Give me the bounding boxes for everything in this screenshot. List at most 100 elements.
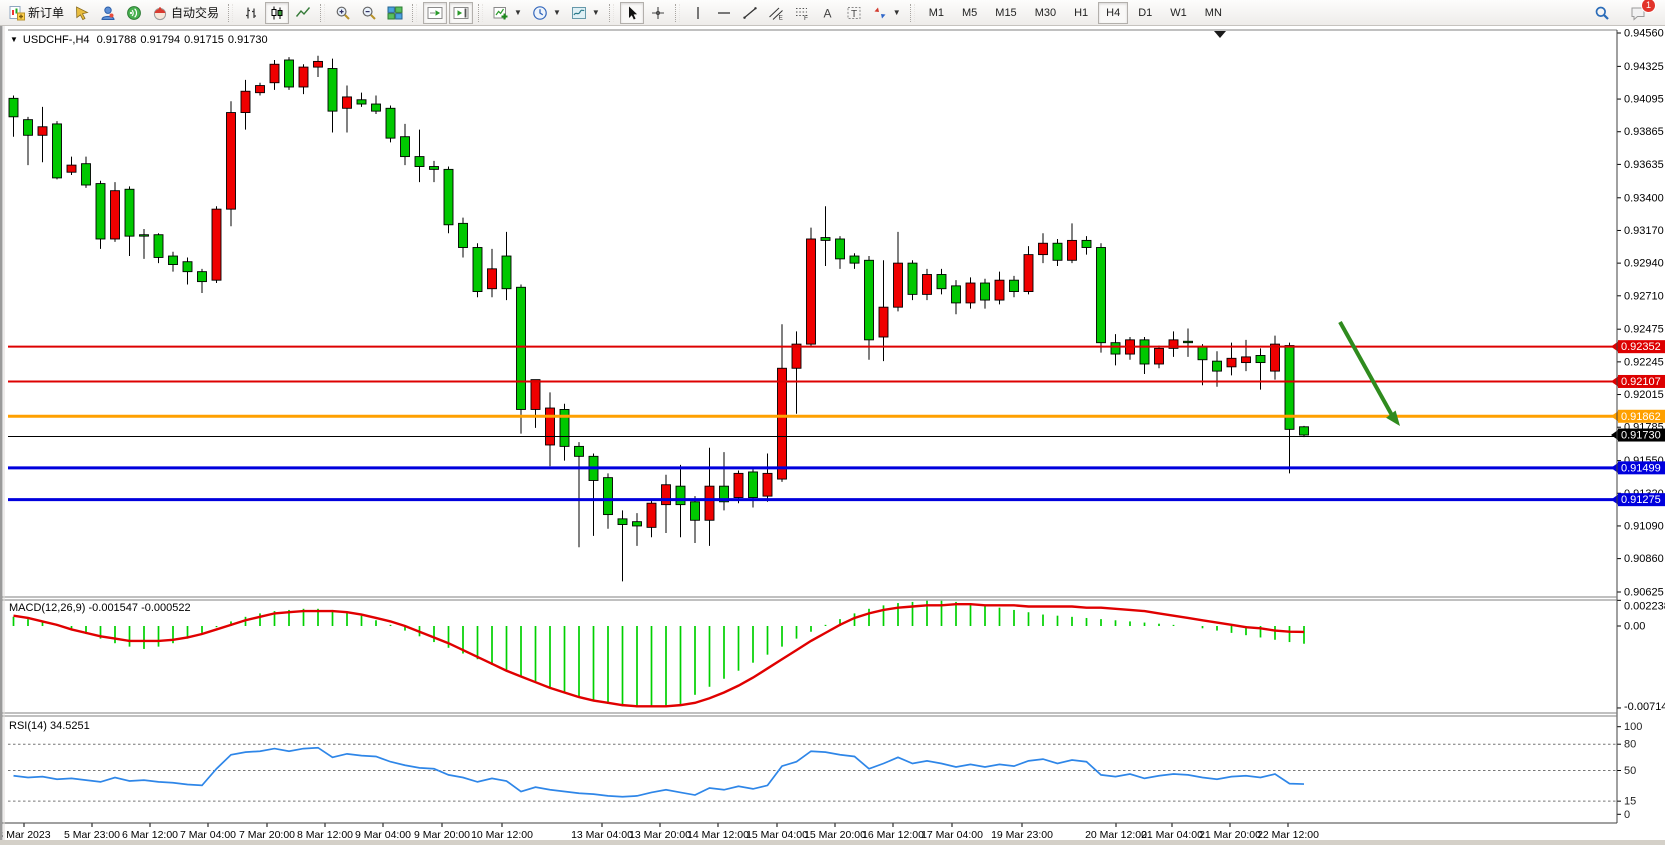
bars-icon bbox=[243, 5, 259, 21]
candlestick-chart-button[interactable] bbox=[265, 1, 290, 24]
zoom-in-icon bbox=[335, 5, 351, 21]
chart-window[interactable]: 0.94560 0.94325 0.94095 0.93865 0.93635 0.934… bbox=[0, 26, 1665, 845]
tf-h4-label: H4 bbox=[1106, 6, 1121, 19]
candle bbox=[1183, 340, 1193, 344]
svg-text:0.94325: 0.94325 bbox=[1624, 61, 1664, 73]
svg-text:0.94095: 0.94095 bbox=[1624, 94, 1664, 106]
tf-mn-button[interactable]: MN bbox=[1197, 2, 1230, 24]
svg-text:0.91090: 0.91090 bbox=[1624, 520, 1664, 532]
toolbar-grip bbox=[228, 3, 234, 22]
time-axis: 3 Mar 2023 5 Mar 23:00 6 Mar 12:00 7 Mar 04… bbox=[0, 823, 1319, 841]
price-line-label bbox=[1618, 340, 1665, 354]
chart-shift-marker[interactable] bbox=[1214, 31, 1226, 38]
one-click-trading-toggle-icon[interactable]: ▼ bbox=[10, 35, 18, 44]
client-profile-button[interactable] bbox=[96, 2, 120, 24]
market-broadcast-button[interactable] bbox=[122, 2, 146, 24]
candle bbox=[994, 279, 1005, 301]
svg-text:22 Mar 12:00: 22 Mar 12:00 bbox=[1257, 829, 1319, 841]
price-line-label bbox=[1618, 428, 1665, 442]
zoom-out-button[interactable] bbox=[357, 2, 381, 24]
candle bbox=[197, 271, 207, 283]
crosshair-button[interactable] bbox=[646, 2, 670, 24]
chevron-down-icon[interactable]: ▼ bbox=[514, 8, 522, 17]
equidistant-channel-button[interactable]: E bbox=[764, 2, 788, 24]
svg-text:15 Mar 20:00: 15 Mar 20:00 bbox=[804, 829, 866, 841]
candle bbox=[791, 343, 802, 369]
candle bbox=[1284, 345, 1295, 430]
vertical-line-button[interactable] bbox=[686, 2, 710, 24]
svg-text:21 Mar 20:00: 21 Mar 20:00 bbox=[1199, 829, 1261, 841]
down-arrow-annotation[interactable] bbox=[1338, 321, 1395, 418]
tf-m30-button[interactable]: M30 bbox=[1027, 2, 1064, 24]
indicators-button[interactable]: ▼ bbox=[489, 2, 526, 24]
search-button[interactable] bbox=[1590, 2, 1614, 24]
svg-text:9 Mar 04:00: 9 Mar 04:00 bbox=[355, 829, 411, 841]
chevron-down-icon[interactable]: ▼ bbox=[552, 8, 561, 17]
periods-button[interactable]: ▼ bbox=[528, 2, 565, 24]
candle bbox=[936, 274, 947, 290]
candle bbox=[1081, 239, 1092, 248]
candle bbox=[646, 502, 657, 528]
tf-m1-button[interactable]: M1 bbox=[921, 2, 952, 24]
metaquotes-button[interactable] bbox=[70, 2, 94, 24]
chart-title: ▼ USDCHF-,H4 0.91788 0.91794 0.91715 0.91730 bbox=[10, 34, 272, 46]
candle bbox=[661, 484, 671, 506]
tf-w1-button[interactable]: W1 bbox=[1162, 2, 1195, 24]
text-button[interactable]: A bbox=[816, 2, 840, 24]
tf-h4-button[interactable]: H4 bbox=[1098, 1, 1129, 24]
tf-d1-button[interactable]: D1 bbox=[1130, 2, 1160, 24]
candle bbox=[1168, 339, 1179, 349]
line-chart-button[interactable] bbox=[291, 2, 315, 24]
autotrading-icon bbox=[152, 5, 168, 21]
chart-shift-button[interactable] bbox=[449, 1, 474, 24]
svg-text:0.92940: 0.92940 bbox=[1624, 258, 1664, 270]
fibonacci-button[interactable]: F bbox=[790, 2, 814, 24]
svg-text:7 Mar 20:00: 7 Mar 20:00 bbox=[239, 829, 295, 841]
tf-h1-button[interactable]: H1 bbox=[1066, 2, 1096, 24]
svg-text:10 Mar 12:00: 10 Mar 12:00 bbox=[471, 829, 533, 841]
candle bbox=[1255, 355, 1266, 364]
bar-chart-button[interactable] bbox=[239, 2, 263, 24]
tf-d1-label: D1 bbox=[1138, 6, 1153, 19]
templates-button[interactable]: ▼ bbox=[567, 2, 604, 24]
tf-m5-button[interactable]: M5 bbox=[954, 2, 985, 24]
zoom-out-icon bbox=[361, 5, 377, 21]
trendline-button[interactable] bbox=[738, 2, 762, 24]
tf-m1-label: M1 bbox=[928, 6, 944, 19]
notifications-button[interactable]: 1 bbox=[1626, 0, 1656, 24]
macd-main-value: -0.001547 bbox=[88, 602, 139, 614]
price-chart[interactable]: 0.94560 0.94325 0.94095 0.93865 0.93635 0.934… bbox=[0, 26, 1665, 845]
auto-scroll-button[interactable] bbox=[423, 1, 448, 24]
hline-icon bbox=[716, 5, 732, 21]
candle bbox=[313, 60, 323, 68]
candle bbox=[472, 247, 483, 292]
new-order-button[interactable]: 新订单 bbox=[5, 2, 68, 24]
candle bbox=[66, 164, 77, 173]
svg-text:0.92245: 0.92245 bbox=[1624, 356, 1664, 368]
ohlc-open: 0.91788 bbox=[96, 34, 137, 46]
svg-text:100: 100 bbox=[1624, 721, 1642, 733]
candle bbox=[240, 90, 251, 114]
candle bbox=[849, 255, 860, 264]
candle bbox=[893, 262, 903, 308]
horizontal-line-button[interactable] bbox=[712, 2, 736, 24]
tf-m15-button[interactable]: M15 bbox=[987, 2, 1024, 24]
candle bbox=[965, 282, 976, 304]
candle bbox=[1270, 343, 1280, 372]
chevron-down-icon[interactable]: ▼ bbox=[591, 8, 600, 17]
rsi-name: RSI(14) bbox=[9, 720, 47, 732]
macd-panel: 0.002238 0.00 -0.007147 bbox=[12, 599, 1665, 713]
autotrading-button[interactable]: 自动交易 bbox=[148, 2, 223, 24]
candle bbox=[255, 85, 265, 94]
zoom-in-button[interactable] bbox=[331, 2, 355, 24]
candle bbox=[124, 188, 135, 237]
svg-text:20 Mar 12:00: 20 Mar 12:00 bbox=[1085, 829, 1147, 841]
candle bbox=[95, 183, 106, 240]
tile-windows-button[interactable] bbox=[383, 2, 407, 24]
toolbar-grip bbox=[478, 3, 484, 22]
arrow-objects-button[interactable]: ▼ bbox=[868, 2, 905, 24]
cursor-button[interactable] bbox=[619, 1, 644, 24]
chevron-down-icon[interactable]: ▼ bbox=[892, 8, 901, 17]
text-label-button[interactable]: T bbox=[842, 2, 866, 24]
text-a-icon: A bbox=[820, 5, 836, 21]
